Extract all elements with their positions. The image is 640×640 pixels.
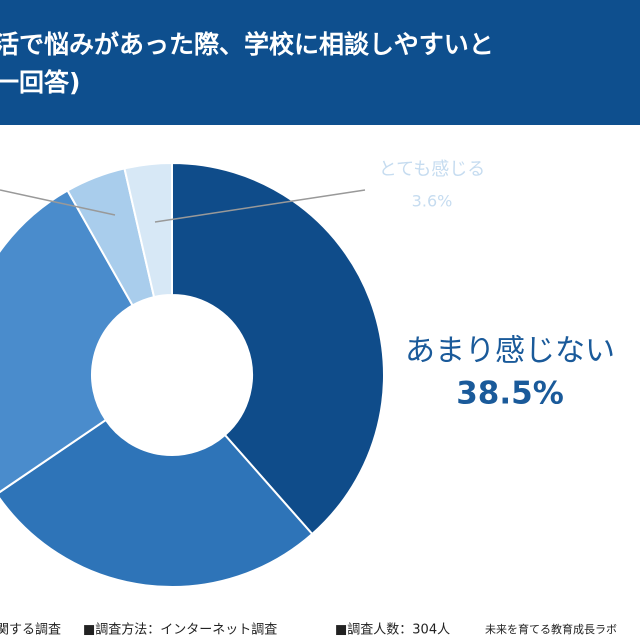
header-band	[0, 0, 640, 125]
slice-value-label: 38.5%	[456, 376, 564, 412]
leader-line	[154, 189, 366, 223]
footer-text: ■調査人数：304人	[335, 623, 450, 638]
slice-label: あまり感じない	[405, 334, 615, 369]
donut-slice	[171, 161, 385, 536]
donut	[0, 161, 385, 588]
chart-title: 一回答)	[0, 68, 80, 97]
donut-slice	[123, 161, 173, 299]
slice-label: とても感じる	[379, 159, 486, 180]
footer-text: 未来を育てる教育成長ラボ	[485, 622, 617, 636]
slice-value-label: 3.6%	[412, 192, 453, 211]
footer-text: 関する調査	[0, 623, 61, 638]
leader-line	[0, 189, 116, 216]
donut-slice	[0, 418, 314, 588]
chart-title: 活で悩みがあった際、学校に相談しやすいと	[0, 30, 494, 59]
footer-text: ■調査方法：インターネット調査	[83, 622, 277, 638]
donut-slice	[0, 189, 134, 494]
